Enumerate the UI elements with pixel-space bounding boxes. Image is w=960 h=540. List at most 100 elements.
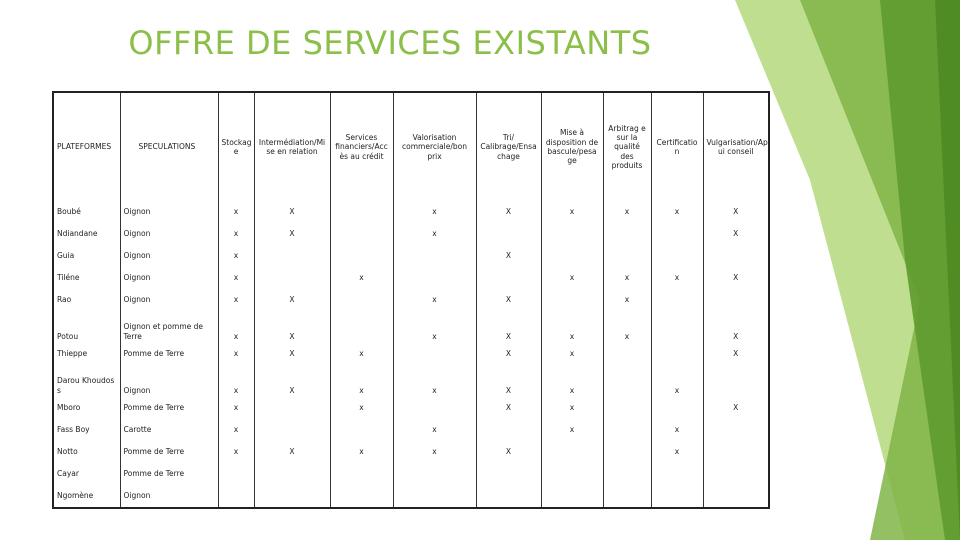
mark-cell: X bbox=[702, 343, 769, 365]
platform-cell: Darou Khoudos s bbox=[57, 376, 115, 395]
mark-cell: x bbox=[392, 441, 476, 463]
mark-cell bbox=[253, 419, 330, 441]
mark-cell: x bbox=[217, 343, 254, 365]
mark-cell: x bbox=[329, 267, 393, 289]
mark-cell: x bbox=[540, 267, 603, 289]
services-table: PLATEFORMES SPECULATIONS Stockag e Inter… bbox=[52, 91, 770, 509]
mark-cell bbox=[329, 419, 393, 441]
speculation-cell: Pomme de Terre bbox=[119, 397, 218, 419]
green-panel-edge bbox=[935, 0, 960, 540]
mark-cell bbox=[650, 397, 703, 419]
mark-cell: x bbox=[650, 441, 703, 463]
mark-cell bbox=[392, 485, 476, 508]
speculation-cell: Oignon bbox=[119, 223, 218, 245]
platform-cell: Ndiandane bbox=[57, 229, 98, 239]
mark-cell: X bbox=[253, 201, 330, 223]
mark-cell bbox=[540, 223, 603, 245]
speculation-cell: Pomme de Terre bbox=[119, 463, 218, 485]
mark-cell bbox=[253, 485, 330, 508]
mark-cell: X bbox=[253, 365, 330, 397]
mark-cell: x bbox=[540, 419, 603, 441]
mark-cell bbox=[253, 245, 330, 267]
platform-cell: Boubé bbox=[57, 207, 81, 217]
mark-cell bbox=[392, 463, 476, 485]
mark-cell: X bbox=[475, 343, 541, 365]
mark-cell: x bbox=[392, 223, 476, 245]
green-panel-dark bbox=[880, 0, 960, 540]
speculation-cell: Pomme de Terre bbox=[119, 343, 218, 365]
mark-cell bbox=[602, 397, 651, 419]
platform-cell: Potou bbox=[57, 331, 79, 341]
mark-cell: x bbox=[540, 311, 603, 343]
platform-cell: Guia bbox=[57, 251, 75, 261]
mark-cell bbox=[540, 485, 603, 508]
mark-cell: x bbox=[392, 419, 476, 441]
mark-cell bbox=[475, 267, 541, 289]
mark-cell: X bbox=[253, 343, 330, 365]
table-row: Cayar Pomme de Terre bbox=[53, 463, 769, 485]
mark-cell bbox=[475, 463, 541, 485]
mark-cell bbox=[540, 463, 603, 485]
mark-cell bbox=[253, 267, 330, 289]
header-cell: Stockag e bbox=[217, 92, 254, 201]
header-cell: PLATEFORMES bbox=[57, 142, 112, 152]
mark-cell bbox=[329, 245, 393, 267]
speculation-cell: Oignon bbox=[119, 201, 218, 223]
mark-cell: X bbox=[253, 289, 330, 311]
speculation-cell: Oignon bbox=[119, 267, 218, 289]
mark-cell: X bbox=[702, 223, 769, 245]
mark-cell: x bbox=[650, 419, 703, 441]
header-cell: Tri/ Calibrage/Ensa chage bbox=[475, 92, 541, 201]
speculation-cell: Pomme de Terre bbox=[119, 441, 218, 463]
mark-cell: x bbox=[217, 245, 254, 267]
platform-cell: Notto bbox=[57, 447, 78, 457]
mark-cell bbox=[475, 419, 541, 441]
mark-cell bbox=[475, 223, 541, 245]
mark-cell: x bbox=[217, 397, 254, 419]
mark-cell bbox=[392, 267, 476, 289]
mark-cell: X bbox=[702, 397, 769, 419]
mark-cell: x bbox=[392, 201, 476, 223]
mark-cell bbox=[702, 485, 769, 508]
mark-cell bbox=[602, 463, 651, 485]
mark-cell bbox=[650, 245, 703, 267]
mark-cell: X bbox=[475, 311, 541, 343]
mark-cell: x bbox=[217, 419, 254, 441]
mark-cell: x bbox=[329, 441, 393, 463]
platform-cell: Tiléne bbox=[57, 273, 80, 283]
mark-cell bbox=[650, 223, 703, 245]
mark-cell: x bbox=[650, 267, 703, 289]
mark-cell bbox=[217, 485, 254, 508]
header-cell: Intermédiation/Mi se en relation bbox=[253, 92, 330, 201]
platform-cell: Ngomène bbox=[57, 491, 94, 501]
header-cell: Certificatio n bbox=[650, 92, 703, 201]
mark-cell: x bbox=[217, 311, 254, 343]
mark-cell bbox=[217, 463, 254, 485]
mark-cell: X bbox=[475, 365, 541, 397]
mark-cell bbox=[392, 397, 476, 419]
mark-cell: x bbox=[602, 267, 651, 289]
mark-cell: x bbox=[602, 289, 651, 311]
header-cell: Valorisation commerciale/bon prix bbox=[392, 92, 476, 201]
mark-cell bbox=[329, 463, 393, 485]
table-header-row: PLATEFORMES SPECULATIONS Stockag e Inter… bbox=[53, 92, 769, 201]
mark-cell: x bbox=[217, 289, 254, 311]
mark-cell: x bbox=[540, 397, 603, 419]
speculation-cell: Oignon bbox=[119, 485, 218, 508]
mark-cell bbox=[329, 289, 393, 311]
mark-cell: X bbox=[253, 441, 330, 463]
table-row: Fass Boy Carotte x x x x bbox=[53, 419, 769, 441]
header-cell: Vulgarisation/App ui conseil bbox=[702, 92, 769, 201]
speculation-cell: Oignon bbox=[119, 365, 218, 397]
mark-cell bbox=[702, 289, 769, 311]
header-cell: Arbitrag e sur la qualité des produits bbox=[602, 92, 651, 201]
mark-cell bbox=[392, 343, 476, 365]
mark-cell: X bbox=[475, 397, 541, 419]
mark-cell: X bbox=[475, 289, 541, 311]
